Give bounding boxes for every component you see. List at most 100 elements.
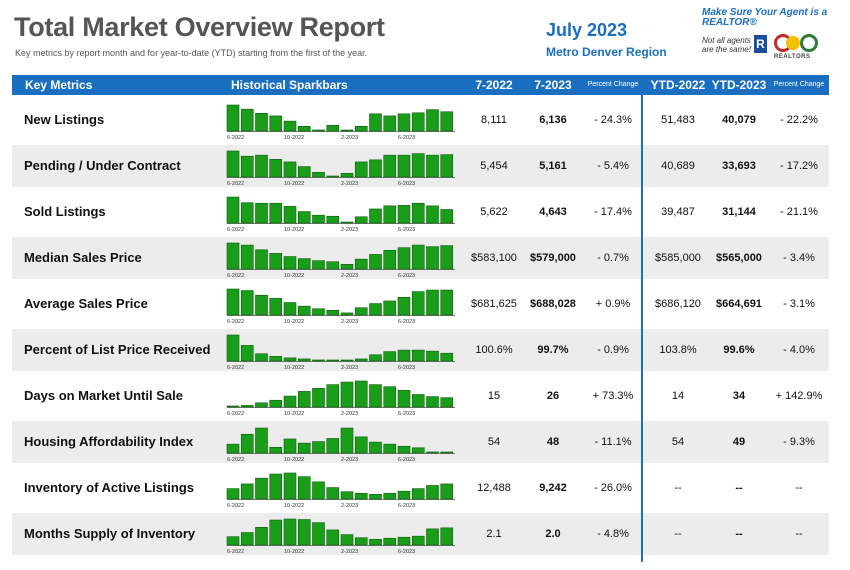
sparkbar-bar — [340, 129, 354, 132]
metrics-table: Key Metrics Historical Sparkbars 7-2022 … — [12, 75, 829, 555]
sparkbar-tick-label: 6-2022 — [227, 319, 244, 324]
sparkbar-bar — [354, 126, 368, 132]
table-header: Key Metrics Historical Sparkbars 7-2022 … — [12, 75, 829, 95]
metric-name: Months Supply of Inventory — [24, 526, 196, 541]
sparkbar-tick-label: 6-2022 — [227, 411, 244, 416]
sparkbar-chart: 6-2022 10-2022 2-2023 6-2023 — [226, 518, 455, 554]
sparkbar-bar — [411, 244, 425, 270]
sparkbar-bar — [369, 441, 382, 454]
sparkbar-chart: 6-2022 10-2022 2-2023 6-2023 — [226, 288, 455, 324]
table-row: Pending / Under Contract 5,454 5,161 - 5.4%… — [12, 145, 829, 187]
sparkbar-tick-label: 6-2023 — [398, 411, 415, 416]
sparkbar-tick-label: 2-2023 — [341, 411, 358, 416]
value-7-2022: $681,625 — [471, 298, 517, 310]
sparkbar-bar — [312, 172, 325, 178]
sparkbar-bar — [269, 115, 283, 132]
sparkbar-bar — [354, 216, 368, 224]
sparkbar-bar — [226, 196, 240, 224]
sparkbar-bar — [240, 155, 254, 178]
metric-name: Sold Listings — [24, 204, 106, 219]
realtor-r-icon: R — [754, 35, 767, 53]
sparkbar-bar — [383, 537, 397, 546]
sparkbar-bar — [226, 405, 240, 408]
sparkbar-bar — [283, 395, 297, 408]
sparkbar-tick-label: 2-2023 — [341, 227, 358, 232]
sparkbar-bar — [283, 120, 297, 132]
sparkbar-bar — [312, 359, 325, 362]
sparkbar-bar — [426, 246, 439, 270]
value-ytd-2023: -- — [735, 482, 743, 494]
sparkbar-bar — [340, 173, 354, 178]
value-7-2022: 5,622 — [480, 206, 508, 218]
sparkbar-bar — [226, 536, 240, 546]
sparkbar-bar — [297, 211, 311, 224]
value-ytd-2022: 40,689 — [661, 160, 695, 172]
sparkbar-bar — [354, 380, 368, 408]
sparkbar-bar — [369, 208, 382, 224]
sparkbar-tick-label: 10-2022 — [284, 411, 304, 416]
sparkbar-bar — [426, 350, 439, 362]
sparkbar-bar — [340, 534, 354, 546]
sparkbar-bar — [369, 354, 382, 362]
sparkbar-bar — [426, 485, 439, 500]
sparkbar-bar — [354, 537, 368, 546]
sparkbar-bar — [383, 443, 397, 454]
sparkbar-tick-label: 6-2022 — [227, 135, 244, 140]
sparkbar-bar — [440, 245, 454, 270]
sparkbar-chart: 6-2022 10-2022 2-2023 6-2023 — [226, 427, 455, 462]
metric-name: Average Sales Price — [24, 296, 148, 311]
sparkbar-bar — [312, 260, 325, 270]
table-row: Days on Market Until Sale 15 26 + 73.3% 14 34… — [12, 375, 829, 417]
page-title: Total Market Overview Report — [14, 12, 385, 42]
colorado-seal-icon — [774, 34, 822, 52]
value-7-2023: $688,028 — [530, 298, 576, 310]
sparkbar-bar — [369, 254, 382, 270]
col-7-2022: 7-2022 — [475, 78, 513, 92]
report-header: Total Market Overview Report Key metrics… — [0, 0, 850, 72]
metric-name: Inventory of Active Listings — [24, 480, 194, 495]
value-ytd-percent-change: - 21.1% — [780, 206, 818, 218]
value-ytd-2023: $664,691 — [716, 298, 762, 310]
sparkbar-bar — [369, 113, 382, 132]
sparkbar-bar — [397, 205, 411, 224]
value-percent-change: - 4.8% — [597, 528, 629, 540]
sparkbar-bar — [340, 491, 354, 500]
sparkbar-bar — [255, 353, 268, 362]
sparkbar-tick-label: 2-2023 — [341, 503, 358, 508]
value-ytd-percent-change: - 3.1% — [783, 298, 815, 310]
sparkbar-bar — [240, 405, 254, 408]
sparkbar-bar — [226, 334, 240, 362]
logo-slogan: Make Sure Your Agent is a REALTOR® — [702, 7, 828, 28]
sparkbar-bar — [440, 111, 454, 132]
value-ytd-2023: $565,000 — [716, 252, 762, 264]
sparkbar-bar — [354, 358, 368, 362]
sparkbar-bar — [411, 112, 425, 132]
sparkbar-chart: 6-2022 10-2022 2-2023 6-2023 — [226, 472, 455, 508]
sparkbar-bar — [326, 175, 340, 178]
value-7-2023: 6,136 — [539, 114, 567, 126]
ytd-divider — [641, 75, 643, 562]
sparkbar-bar — [369, 303, 382, 316]
value-ytd-percent-change: - 22.2% — [780, 114, 818, 126]
sparkbar-bar — [354, 307, 368, 316]
sparkbar-bar — [326, 310, 340, 316]
sparkbar-bar — [269, 298, 283, 316]
sparkbar-bar — [369, 159, 382, 178]
sparkbar-bar — [426, 396, 439, 408]
value-7-2023: $579,000 — [530, 252, 576, 264]
report-region: Metro Denver Region — [546, 45, 667, 59]
value-7-2022: 12,488 — [477, 482, 511, 494]
sparkbar-tick-label: 6-2022 — [227, 457, 244, 462]
table-row: Months Supply of Inventory 2.1 2.0 - 4.8% --… — [12, 513, 829, 555]
col-7-2023: 7-2023 — [534, 78, 572, 92]
value-ytd-2022: -- — [674, 482, 682, 494]
sparkbar-bar — [283, 518, 297, 546]
col-percent-change: Percent Change — [587, 81, 639, 88]
value-7-2023: 99.7% — [537, 344, 569, 356]
logo-note: Not all agents are the same! — [702, 36, 751, 54]
table-body: New Listings 8,111 6,136 - 24.3% 51,483 40,07… — [12, 99, 829, 555]
sparkbar-bar — [240, 202, 254, 224]
sparkbar-bar — [269, 253, 283, 270]
sparkbar-bar — [255, 294, 268, 316]
logo-name: REALTORS — [774, 54, 811, 60]
